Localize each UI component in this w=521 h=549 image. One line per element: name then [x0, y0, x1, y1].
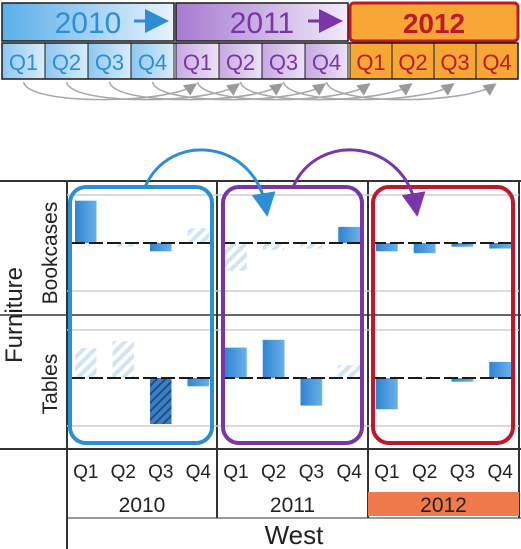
quarter-label: Q3: [269, 50, 298, 75]
quarter-label: Q4: [482, 50, 511, 75]
bar: [489, 362, 511, 378]
quarter-label: Q1: [9, 50, 38, 75]
bar: [301, 378, 323, 406]
x-tick-label: Q1: [374, 462, 399, 483]
x-tick-label: Q3: [450, 462, 475, 483]
quarter-label: Q1: [356, 50, 385, 75]
bar: [113, 341, 135, 378]
category-label: Furniture: [1, 267, 28, 363]
year-2011-label: 2011: [230, 7, 295, 40]
quarter-label: Q4: [138, 50, 167, 75]
bar: [225, 348, 247, 378]
x-tick-label: Q3: [148, 462, 173, 483]
x-tick-label: Q1: [73, 462, 98, 483]
quarter-label: Q3: [440, 50, 469, 75]
quarter-label: Q2: [398, 50, 427, 75]
x-tick-label: Q1: [223, 462, 248, 483]
chart: Furniture Bookcases Tables Q1 Q2 Q3 Q4 2010 Q…: [0, 150, 521, 549]
year-2010-label: 2010: [55, 7, 122, 40]
x-tick-label: Q2: [261, 462, 286, 483]
curved-arrow-icon: [145, 150, 266, 208]
bar: [150, 243, 172, 251]
bar: [225, 243, 247, 271]
row-label-tables: Tables: [39, 354, 62, 415]
bar: [338, 227, 360, 243]
year-axis-label: 2010: [119, 494, 166, 517]
region-label: West: [265, 520, 325, 549]
timeline-header: 2010 2011 2012 Q1 Q2 Q3 Q4 Q1 Q2 Q3 Q4 Q1 Q2 Q3 Q4: [2, 3, 518, 100]
x-tick-label: Q4: [336, 462, 362, 483]
quarter-label: Q2: [226, 50, 255, 75]
year-axis-label: 2011: [270, 494, 315, 517]
year-axis-label: 2012: [420, 494, 467, 517]
year-2012-label: 2012: [403, 8, 465, 39]
x-tick-label: Q4: [487, 462, 513, 483]
curved-arrow-icon: [293, 150, 416, 208]
quarter-label: Q2: [52, 50, 81, 75]
bar: [376, 378, 398, 409]
bar: [263, 243, 285, 250]
x-tick-label: Q3: [299, 462, 324, 483]
x-tick-label: Q2: [111, 462, 136, 483]
quarter-label: Q3: [95, 50, 124, 75]
bar: [75, 348, 97, 378]
bar: [188, 228, 210, 243]
bar: [75, 201, 97, 243]
bar: [188, 378, 210, 386]
bar: [338, 365, 360, 378]
bar: [376, 243, 398, 251]
bar: [414, 243, 436, 253]
timeline-arrow: [24, 82, 195, 100]
bar: [263, 340, 285, 378]
timeline-arrows: [24, 82, 495, 100]
x-tick-label: Q4: [186, 462, 212, 483]
x-tick-label: Q2: [412, 462, 437, 483]
quarter-label: Q1: [183, 50, 212, 75]
bar: [150, 378, 172, 424]
quarter-label: Q4: [312, 50, 341, 75]
row-label-bookcases: Bookcases: [39, 202, 62, 305]
